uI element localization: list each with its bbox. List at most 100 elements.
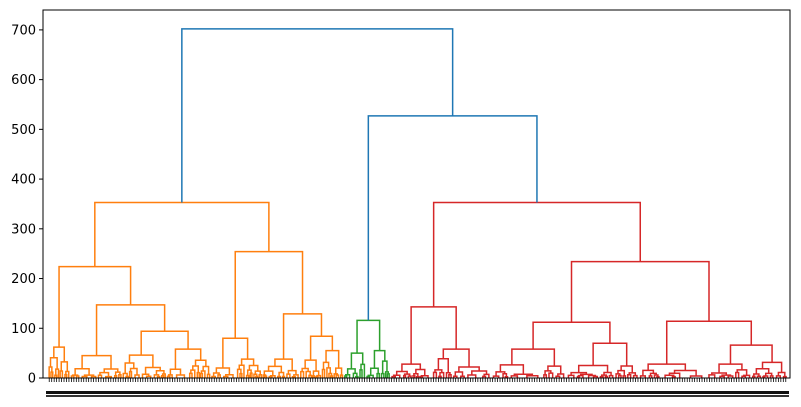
dendrogram-link xyxy=(81,354,112,369)
dendrogram-link xyxy=(665,320,753,365)
dendrogram-link xyxy=(782,375,787,378)
dendrogram-link xyxy=(215,367,231,375)
dendrogram-link xyxy=(376,372,380,378)
dendrogram-link xyxy=(253,373,258,378)
dendrogram-link xyxy=(90,375,97,378)
dendrogram-link xyxy=(359,369,363,378)
y-tick-label: 400 xyxy=(11,173,36,188)
dendrogram-link xyxy=(156,375,161,378)
dendrogram-link xyxy=(548,372,554,378)
dendrogram-link xyxy=(206,373,211,378)
dendrogram-link xyxy=(769,375,774,378)
dendrogram-link xyxy=(249,372,253,378)
y-axis: 0 100 200 300 400 500 600 700 xyxy=(11,23,43,387)
dendrogram-link xyxy=(304,359,317,372)
dendrogram-link xyxy=(380,372,385,378)
dendrogram-link xyxy=(570,371,588,376)
dendrogram-link xyxy=(761,361,783,373)
dendrogram-link xyxy=(664,374,675,378)
link-root-right xyxy=(367,115,538,321)
dendrogram-link xyxy=(373,349,386,369)
dendrogram-link xyxy=(174,348,202,370)
dendrogram-link xyxy=(274,358,293,371)
dendrogram-link xyxy=(245,374,250,378)
y-tick-label: 700 xyxy=(11,23,36,38)
dendrogram-link xyxy=(386,373,390,378)
dendrogram-link xyxy=(604,375,608,378)
dendrogram-link xyxy=(199,372,204,378)
dendrogram-link xyxy=(104,375,113,378)
dendrogram-link xyxy=(467,374,477,378)
dendrogram-link xyxy=(532,321,611,350)
dendrogram-link xyxy=(258,374,262,378)
y-tick-label: 100 xyxy=(11,322,36,337)
dendrogram-link xyxy=(471,370,488,376)
dendrogram-link xyxy=(437,357,449,373)
y-tick-label: 600 xyxy=(11,73,36,88)
dendrogram-link xyxy=(668,372,681,378)
dendrogram-link xyxy=(239,372,243,378)
dendrogram-link xyxy=(49,356,58,370)
dendrogram-link xyxy=(434,369,443,373)
dendrogram-link xyxy=(268,375,273,378)
dendrogram-link xyxy=(577,364,609,373)
dendrogram-link xyxy=(570,260,710,323)
x-tick-labels-overlap xyxy=(46,395,789,397)
dendrogram-link xyxy=(735,371,740,378)
dendrogram-link xyxy=(74,368,90,376)
dendrogram-link xyxy=(432,201,642,307)
dendrogram-link xyxy=(511,348,556,367)
dendrogram-link xyxy=(442,348,470,368)
dendrogram-link xyxy=(300,370,305,378)
dendrogram-link xyxy=(59,370,64,378)
dendrogram-link xyxy=(188,372,193,378)
dendrogram-link xyxy=(291,375,296,378)
y-tick-label: 200 xyxy=(11,272,36,287)
dendrogram-link xyxy=(75,375,80,378)
dendrogram-link xyxy=(71,374,79,377)
dendrogram-link xyxy=(225,374,234,378)
dendrogram-link xyxy=(671,375,676,378)
dendrogram-link xyxy=(617,369,626,376)
dendrogram-link xyxy=(234,250,304,339)
dendrogram-link xyxy=(222,337,249,369)
dendrogram-link xyxy=(647,363,687,371)
dendrogram-link xyxy=(495,371,506,377)
dendrogram-link xyxy=(124,362,135,374)
dendrogram-link xyxy=(420,375,429,378)
dendrogram-link xyxy=(263,375,268,378)
dendrogram-link xyxy=(190,369,196,378)
dendrogram-link xyxy=(335,374,340,378)
dendrogram-links xyxy=(48,28,787,378)
dendrogram-link xyxy=(95,304,166,356)
dendrogram-link xyxy=(145,375,152,378)
dendrogram-link xyxy=(407,375,412,378)
dendrogram-link xyxy=(339,374,344,378)
dendrogram-link xyxy=(278,371,285,377)
dendrogram-link xyxy=(329,375,334,378)
dendrogram-link xyxy=(742,374,751,378)
dendrogram-link xyxy=(628,372,637,376)
dendrogram-link xyxy=(346,368,356,375)
dendrogram-link xyxy=(125,375,129,378)
dendrogram-link xyxy=(160,374,165,378)
dendrogram-link xyxy=(169,368,182,376)
dendrogram-link xyxy=(577,374,584,378)
dendrogram-link xyxy=(286,373,291,378)
dendrogram-link xyxy=(246,369,252,376)
dendrogram-link xyxy=(94,201,270,267)
dendrogram-link xyxy=(309,335,334,361)
dendrogram-link xyxy=(608,374,614,378)
dendrogram-link xyxy=(600,374,608,377)
dendrogram-link xyxy=(401,363,422,372)
dendrogram-link xyxy=(642,369,655,376)
dendrogram-link xyxy=(381,360,388,374)
dendrogram-link xyxy=(391,375,397,378)
dendrogram-link xyxy=(513,373,534,376)
dendrogram-link xyxy=(277,375,282,378)
dendrogram-link xyxy=(775,375,782,378)
dendrogram-link xyxy=(649,372,657,376)
dendrogram-link xyxy=(192,365,200,373)
dendrogram-link xyxy=(128,370,133,378)
